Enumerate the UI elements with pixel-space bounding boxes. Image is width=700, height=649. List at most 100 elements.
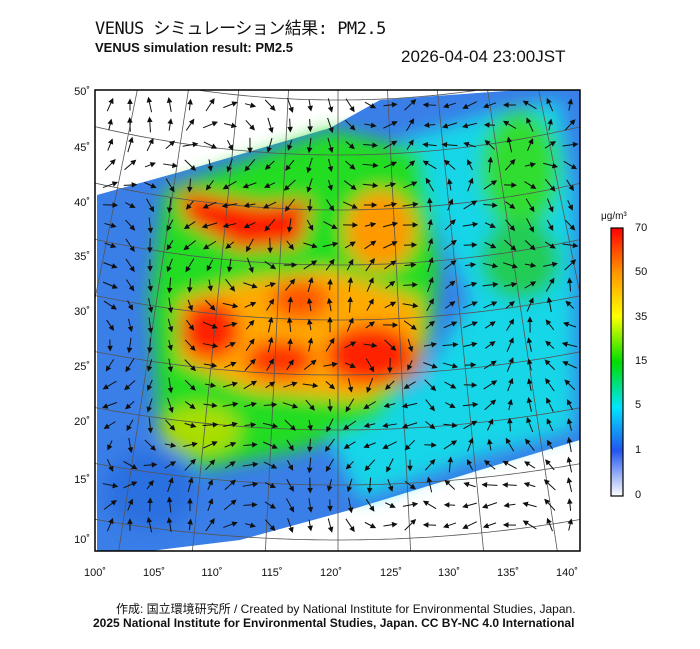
wind-arrow-head (566, 436, 573, 443)
wind-arrow-head (470, 262, 477, 268)
wind-arrow-head (168, 477, 174, 484)
wind-arrow-head (427, 237, 434, 245)
wind-arrow-head (288, 106, 294, 113)
wind-arrow-head (347, 507, 354, 514)
wind-arrow-head (271, 402, 278, 408)
colorbar-unit: μg/m³ (601, 211, 627, 222)
wind-arrow-head (267, 336, 274, 343)
wind-arrow-head (551, 261, 558, 268)
wind-arrow-head (528, 138, 534, 145)
wind-arrow-head (524, 461, 531, 467)
lat-label: 45˚ (74, 142, 90, 154)
wind-arrow-head (125, 366, 131, 373)
wind-arrow-head (491, 301, 498, 307)
wind-arrow-head (490, 243, 497, 249)
wind-arrow-head (243, 223, 250, 229)
wind-arrow-head (443, 102, 450, 109)
wind-arrow-head (349, 241, 356, 247)
wind-arrow-head (263, 182, 271, 188)
wind-arrow-head (566, 456, 573, 463)
wind-arrow-head (368, 321, 376, 327)
lat-label: 50˚ (74, 86, 90, 98)
wind-arrow-head (431, 363, 438, 369)
wind-arrow-head (285, 164, 291, 171)
wind-arrow-head (250, 301, 257, 308)
wind-arrow-head (450, 383, 457, 389)
wind-arrow-head (428, 320, 436, 327)
title-japanese: VENUS シミュレーション結果: PM2.5 (95, 19, 386, 39)
wind-arrow-head (463, 141, 470, 148)
wind-arrow-head (222, 184, 229, 190)
wind-arrow-head (249, 522, 256, 528)
wind-arrow-head (389, 280, 396, 287)
wind-arrow-head (391, 241, 398, 247)
wind-arrow-head (562, 361, 569, 367)
wind-arrow-head (150, 444, 157, 451)
wind-arrow-head (471, 200, 478, 206)
wind-arrow-head (130, 159, 137, 166)
latitude-line (95, 407, 580, 431)
wind-arrow-head (347, 276, 354, 283)
wind-arrow-head (509, 158, 516, 165)
wind-arrow-head (291, 403, 299, 409)
wind-arrow-head (509, 224, 516, 232)
wind-arrow-head (147, 247, 153, 254)
wind-arrow-head (192, 141, 199, 148)
wind-arrow-head (232, 302, 239, 309)
wind-arrow-head (125, 403, 132, 410)
wind-arrow-head (468, 177, 474, 184)
lon-label: 110˚ (201, 567, 223, 579)
wind-arrow-head (352, 222, 359, 228)
wind-arrow-head (229, 479, 236, 486)
wind-arrow-head (567, 518, 574, 525)
wind-arrow-head (111, 263, 118, 269)
wind-arrow-head (287, 144, 293, 151)
lat-label: 25˚ (74, 361, 90, 373)
colorbar-tick: 15 (635, 355, 648, 367)
wind-arrow-head (488, 418, 494, 425)
wind-arrow-head (306, 167, 312, 174)
wind-arrow-head (363, 422, 370, 428)
wind-arrow-head (408, 139, 414, 146)
wind-arrow-head (251, 442, 258, 448)
wind-arrow-head (451, 422, 458, 429)
wind-arrow-head (470, 362, 477, 368)
wind-arrow-head (412, 201, 419, 208)
wind-arrow-head (409, 160, 416, 167)
wind-arrow-head (547, 118, 553, 125)
lon-label: 120˚ (319, 567, 343, 579)
wind-arrow-head (509, 203, 516, 209)
wind-arrow-head (167, 307, 174, 314)
wind-arrow-head (147, 327, 154, 334)
wind-arrow-head (544, 498, 551, 505)
wind-arrow-head (549, 141, 557, 147)
wind-arrow-head (349, 362, 356, 368)
wind-arrow-head (369, 257, 375, 265)
wind-arrow-head (166, 496, 173, 503)
colorbar-tick: 0 (635, 489, 642, 501)
wind-arrow-head (443, 502, 450, 508)
wind-arrow-head (166, 244, 172, 251)
wind-arrow-head (422, 522, 429, 528)
wind-arrow-head (570, 259, 577, 266)
wind-arrow-head (291, 381, 298, 387)
wind-arrow-head (324, 445, 331, 452)
wind-arrow-head (148, 138, 154, 145)
wind-arrow-head (482, 503, 489, 509)
wind-arrow-head (566, 477, 573, 484)
wind-arrow-head (109, 159, 116, 166)
wind-arrow-head (523, 482, 530, 488)
wind-arrow-head (111, 181, 119, 187)
wind-arrow-head (489, 222, 496, 228)
wind-arrow-head (382, 422, 389, 429)
wind-arrow-head (387, 485, 394, 492)
wind-arrow-head (249, 124, 255, 131)
wind-arrow-head (306, 186, 312, 193)
wind-arrow-head (471, 341, 478, 348)
wind-arrow-head (391, 140, 398, 146)
wind-arrow-head (548, 224, 554, 232)
wind-arrow-head (343, 443, 350, 449)
wind-arrow-head (212, 421, 219, 428)
wind-arrow-head (451, 363, 459, 369)
wind-arrow-head (183, 244, 190, 251)
